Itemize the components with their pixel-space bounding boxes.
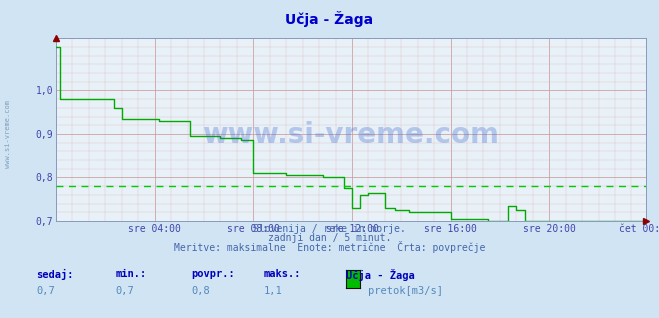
Text: zadnji dan / 5 minut.: zadnji dan / 5 minut.	[268, 233, 391, 243]
Text: min.:: min.:	[115, 269, 146, 279]
Text: Učja - Žaga: Učja - Žaga	[346, 269, 415, 281]
Text: Učja - Žaga: Učja - Žaga	[285, 11, 374, 27]
Text: sedaj:: sedaj:	[36, 269, 74, 280]
Text: maks.:: maks.:	[264, 269, 301, 279]
Text: www.si-vreme.com: www.si-vreme.com	[202, 121, 500, 149]
Text: Slovenija / reke in morje.: Slovenija / reke in morje.	[253, 224, 406, 234]
Text: pretok[m3/s]: pretok[m3/s]	[368, 286, 444, 296]
Text: 1,1: 1,1	[264, 286, 282, 296]
Text: 0,7: 0,7	[115, 286, 134, 296]
Text: povpr.:: povpr.:	[191, 269, 235, 279]
Text: www.si-vreme.com: www.si-vreme.com	[5, 100, 11, 168]
Text: 0,8: 0,8	[191, 286, 210, 296]
Text: 0,7: 0,7	[36, 286, 55, 296]
Text: Meritve: maksimalne  Enote: metrične  Črta: povprečje: Meritve: maksimalne Enote: metrične Črta…	[174, 241, 485, 253]
